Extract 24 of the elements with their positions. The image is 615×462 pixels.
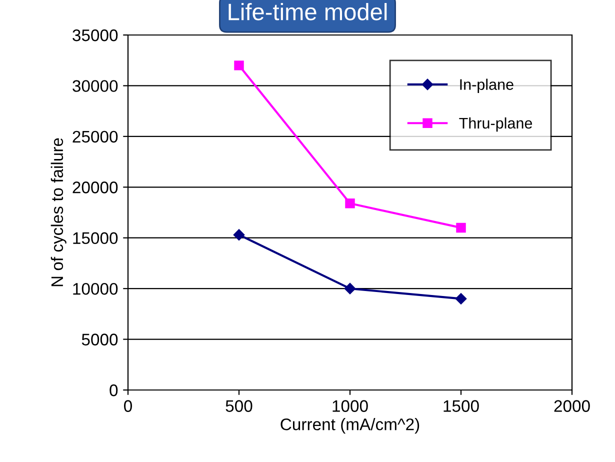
y-tick-label: 0: [110, 384, 118, 396]
point: [456, 222, 466, 233]
x-tick-label: 1500: [444, 400, 479, 412]
point: [234, 60, 244, 70]
y-axis-title: N of cycles to failure: [50, 138, 66, 286]
y-tick-label: 20000: [72, 182, 118, 194]
y-tick-label: 35000: [72, 29, 118, 42]
point: [344, 282, 356, 294]
point: [455, 293, 467, 304]
y-tick-label: 5000: [82, 334, 118, 346]
y-tick-label: 15000: [73, 232, 118, 244]
legend-label: In-plane: [460, 78, 514, 93]
x-axis-title: Current (mA/cm^2): [280, 418, 420, 434]
y-tick-label: 10000: [73, 282, 118, 295]
x-tick-label: 0: [124, 400, 132, 412]
point: [345, 198, 355, 208]
y-tick-label: 25000: [72, 130, 118, 143]
x-tick-label: 500: [226, 400, 252, 412]
point: [233, 229, 245, 240]
y-tick-label: 30000: [72, 80, 118, 92]
chart-title: Life-time model: [228, 2, 387, 20]
x-tick-label: 2000: [554, 400, 590, 412]
legend-label: Thru-plane: [459, 117, 532, 132]
x-tick-label: 1000: [332, 400, 368, 412]
